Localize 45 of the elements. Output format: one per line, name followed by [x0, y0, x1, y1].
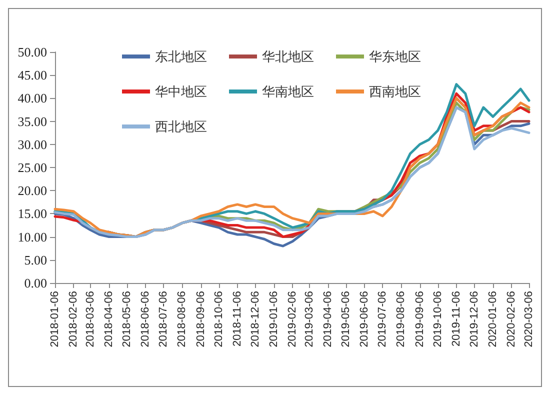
- y-tick-label: 0.00: [24, 276, 47, 290]
- x-tick-label: 2019-01-06: [268, 291, 280, 348]
- x-tick-label: 2020-01-06: [487, 291, 499, 348]
- x-tick-label: 2019-05-06: [340, 291, 352, 348]
- x-tick-label: 2018-07-06: [158, 291, 170, 348]
- y-tick-label: 10.00: [18, 229, 47, 244]
- x-tick-label: 2018-02-06: [68, 291, 80, 348]
- x-tick-label: 2018-10-06: [212, 291, 225, 348]
- legend-label: 西北地区: [155, 119, 207, 134]
- y-tick-label: 40.00: [18, 90, 47, 106]
- x-tick-label: 2018-11-06: [231, 291, 244, 346]
- x-tick-label: 2020-03-06: [523, 291, 535, 348]
- x-tick-label: 2019-12-06: [468, 291, 480, 348]
- legend-label: 西南地区: [369, 84, 421, 99]
- x-tick-label: 2019-06-06: [358, 291, 371, 348]
- x-tick-label: 2018-12-06: [249, 291, 262, 348]
- x-tick-label: 2019-11-06: [450, 291, 462, 346]
- x-tick-label: 2018-08-06: [176, 291, 188, 348]
- legend-label: 华北地区: [262, 49, 314, 64]
- x-tick-label: 2020-02-06: [506, 291, 518, 348]
- legend-label: 华东地区: [369, 49, 421, 64]
- x-tick-label: 2019-08-06: [395, 291, 408, 348]
- x-tick-label: 2019-10-06: [432, 291, 444, 348]
- y-tick-label: 35.00: [18, 114, 47, 129]
- y-tick-label: 5.00: [24, 252, 47, 268]
- x-tick-label: 2018-03-06: [84, 291, 96, 348]
- legend-label: 东北地区: [155, 49, 207, 64]
- y-tick-label: 20.00: [18, 183, 47, 198]
- x-tick-label: 2019-09-06: [414, 291, 426, 348]
- x-tick-label: 2018-01-06: [49, 291, 61, 348]
- y-tick-label: 25.00: [18, 160, 47, 175]
- x-tick-label: 2018-09-06: [194, 291, 207, 348]
- x-tick-label: 2019-07-06: [376, 291, 389, 348]
- x-tick-label: 2019-03-06: [303, 291, 316, 348]
- legend-label: 华中地区: [155, 84, 207, 99]
- legend-label: 华南地区: [262, 84, 314, 99]
- x-tick-label: 2019-02-06: [286, 291, 299, 348]
- x-tick-label: 2018-04-06: [103, 291, 115, 348]
- y-tick-label: 45.00: [18, 68, 47, 83]
- y-tick-label: 30.00: [18, 136, 47, 152]
- x-tick-label: 2018-06-06: [140, 291, 152, 348]
- x-tick-label: 2018-05-06: [121, 291, 133, 348]
- y-tick-label: 50.00: [18, 44, 47, 60]
- y-tick-label: 15.00: [18, 206, 47, 222]
- x-tick-label: 2019-04-06: [322, 291, 334, 348]
